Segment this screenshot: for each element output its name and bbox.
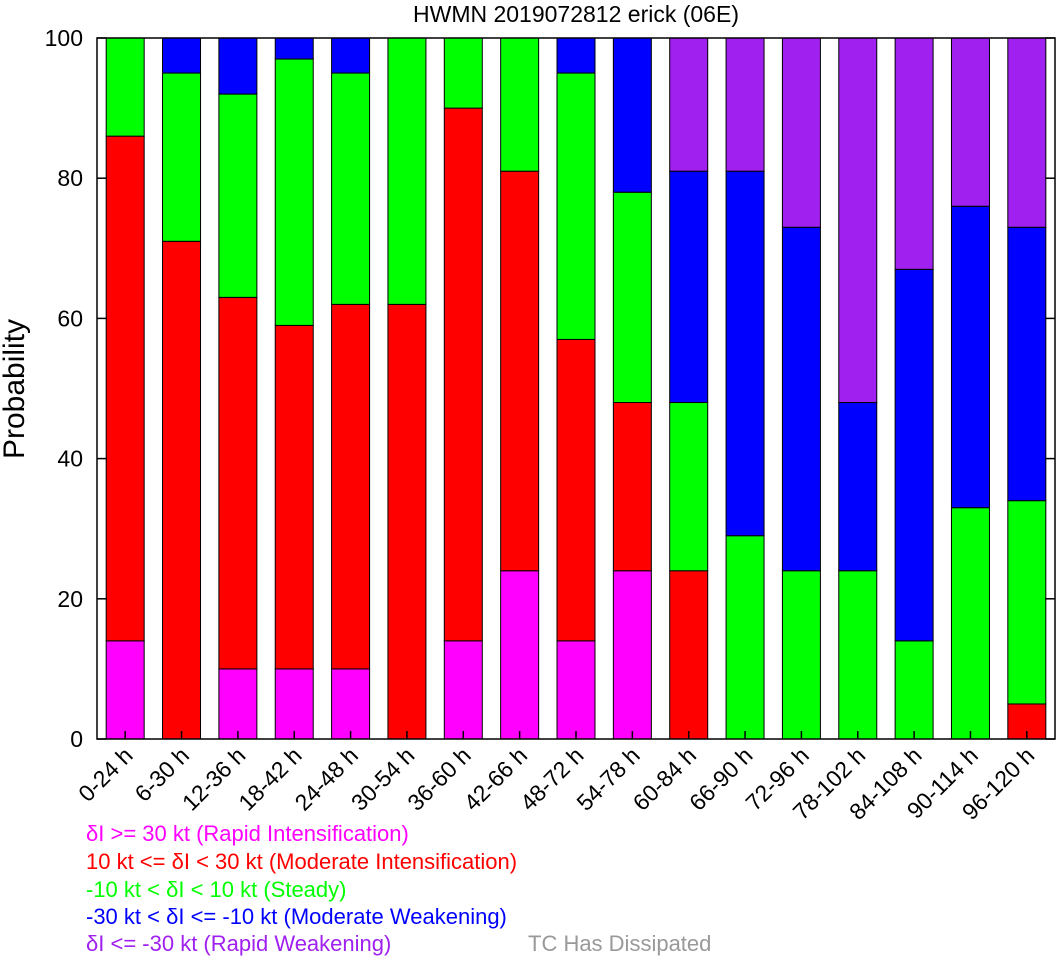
y-tick-label: 100 bbox=[45, 25, 83, 51]
bar-segment-30-54h-s2 bbox=[387, 37, 427, 305]
bar-segment-0-24h-s1 bbox=[105, 135, 145, 642]
bar-segment-6-30h-s3 bbox=[162, 37, 202, 74]
bar-segment-36-60h-s1 bbox=[443, 107, 483, 642]
bar-segment-72-96h-s3 bbox=[781, 226, 821, 572]
bar-segment-24-48h-s3 bbox=[331, 37, 371, 74]
legend-rapid-weakening: δI <= -30 kt (Rapid Weakening) bbox=[86, 931, 392, 956]
bar-segment-66-90h-s4 bbox=[725, 37, 765, 172]
bar-segment-60-84h-s3 bbox=[669, 170, 709, 404]
legend-rapid-intensification: δI >= 30 kt (Rapid Intensification) bbox=[86, 821, 409, 846]
bar-segment-36-60h-s0 bbox=[443, 640, 483, 740]
y-tick-label: 80 bbox=[57, 165, 83, 191]
bar-segment-18-42h-s3 bbox=[274, 37, 314, 60]
bar-segment-84-108h-s2 bbox=[894, 640, 934, 740]
y-tick-label: 20 bbox=[57, 586, 83, 612]
bar-segment-0-24h-s2 bbox=[105, 37, 145, 137]
bar-segment-96-120h-s4 bbox=[1007, 37, 1047, 228]
bar-segment-48-72h-s3 bbox=[556, 37, 596, 74]
bar-segment-54-78h-s0 bbox=[612, 570, 652, 740]
bar-segment-6-30h-s1 bbox=[162, 240, 202, 740]
bar-segment-84-108h-s4 bbox=[894, 37, 934, 270]
bar-segment-42-66h-s2 bbox=[500, 37, 540, 172]
bar-segment-54-78h-s1 bbox=[612, 402, 652, 572]
bar-segment-96-120h-s2 bbox=[1007, 500, 1047, 705]
bar-segment-84-108h-s3 bbox=[894, 268, 934, 642]
bar-segment-60-84h-s2 bbox=[669, 402, 709, 572]
bar-segment-12-36h-s3 bbox=[218, 37, 258, 95]
legend-moderate-weakening: -30 kt < δI <= -10 kt (Moderate Weakenin… bbox=[86, 904, 507, 929]
bar-segment-78-102h-s2 bbox=[838, 570, 878, 740]
bar-segment-12-36h-s0 bbox=[218, 668, 258, 740]
bar-segment-66-90h-s2 bbox=[725, 535, 765, 740]
bar-segment-48-72h-s0 bbox=[556, 640, 596, 740]
bar-segment-12-36h-s1 bbox=[218, 296, 258, 670]
bar-segment-24-48h-s1 bbox=[331, 303, 371, 670]
bar-segment-42-66h-s0 bbox=[500, 570, 540, 740]
y-tick-label: 60 bbox=[57, 305, 83, 331]
bar-segment-60-84h-s4 bbox=[669, 37, 709, 172]
bar-segment-66-90h-s3 bbox=[725, 170, 765, 537]
bar-segment-60-84h-s1 bbox=[669, 570, 709, 740]
legend-steady: -10 kt < δI < 10 kt (Steady) bbox=[86, 877, 347, 902]
bar-segment-72-96h-s4 bbox=[781, 37, 821, 228]
chart-title: HWMN 2019072812 erick (06E) bbox=[413, 1, 739, 27]
bars-group bbox=[105, 37, 1047, 740]
bar-segment-18-42h-s1 bbox=[274, 324, 314, 670]
bar-segment-48-72h-s2 bbox=[556, 72, 596, 340]
bar-segment-6-30h-s2 bbox=[162, 72, 202, 242]
bar-segment-54-78h-s3 bbox=[612, 37, 652, 193]
y-tick-label: 0 bbox=[70, 726, 83, 752]
bar-segment-42-66h-s1 bbox=[500, 170, 540, 572]
bar-segment-90-114h-s4 bbox=[950, 37, 990, 207]
bar-segment-72-96h-s2 bbox=[781, 570, 821, 740]
bar-segment-78-102h-s3 bbox=[838, 402, 878, 572]
bar-segment-90-114h-s2 bbox=[950, 507, 990, 740]
bar-segment-54-78h-s2 bbox=[612, 191, 652, 404]
bar-segment-90-114h-s3 bbox=[950, 205, 990, 509]
bar-segment-78-102h-s4 bbox=[838, 37, 878, 404]
y-axis-label: Probability bbox=[0, 319, 31, 459]
bar-segment-30-54h-s1 bbox=[387, 303, 427, 740]
bar-segment-18-42h-s0 bbox=[274, 668, 314, 740]
bar-segment-12-36h-s2 bbox=[218, 93, 258, 298]
legend-moderate-intensification: 10 kt <= δI < 30 kt (Moderate Intensific… bbox=[86, 849, 518, 874]
bar-segment-18-42h-s2 bbox=[274, 58, 314, 326]
bar-segment-36-60h-s2 bbox=[443, 37, 483, 109]
bar-segment-24-48h-s2 bbox=[331, 72, 371, 305]
bar-segment-24-48h-s0 bbox=[331, 668, 371, 740]
bar-segment-0-24h-s0 bbox=[105, 640, 145, 740]
legend-tc-dissipated: TC Has Dissipated bbox=[528, 931, 712, 956]
bar-segment-48-72h-s1 bbox=[556, 338, 596, 642]
y-tick-label: 40 bbox=[57, 446, 83, 472]
bar-segment-96-120h-s3 bbox=[1007, 226, 1047, 502]
